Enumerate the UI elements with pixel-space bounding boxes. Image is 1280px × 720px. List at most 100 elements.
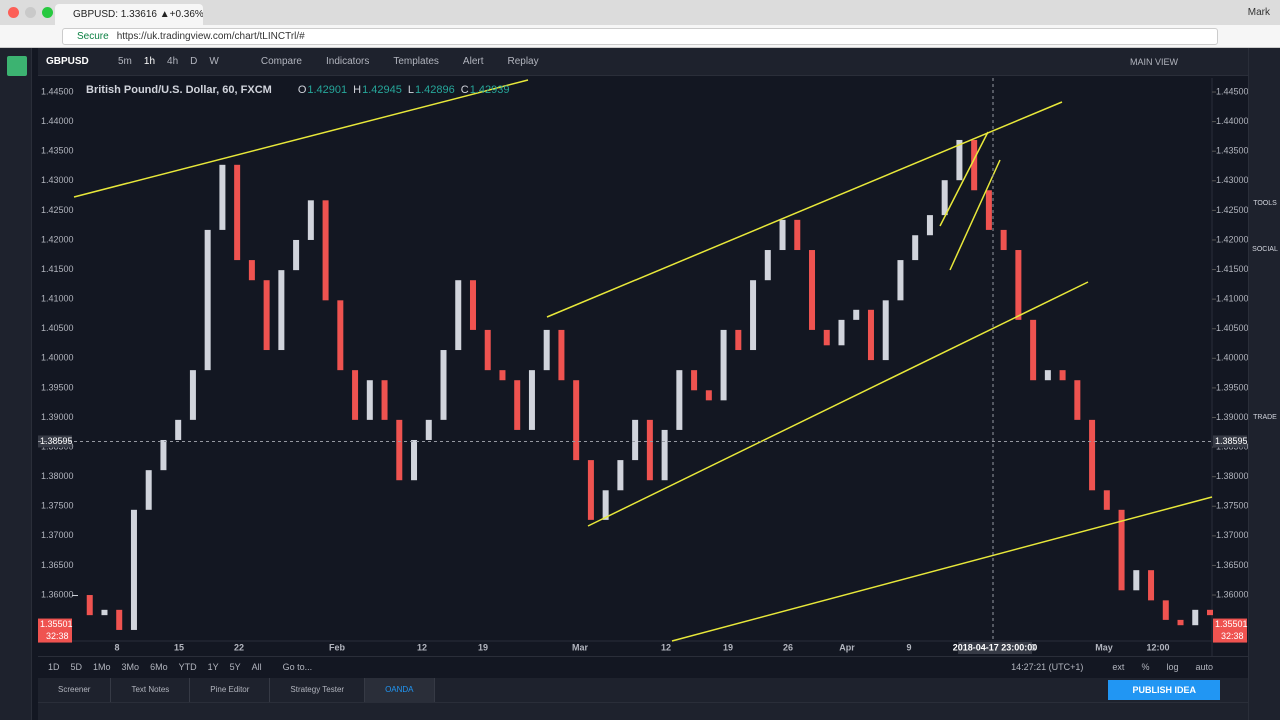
- ohlc-key: C: [460, 84, 469, 96]
- max-btn[interactable]: [42, 7, 53, 18]
- x-tick-label: May: [1095, 642, 1113, 652]
- range[interactable]: 5D: [70, 661, 83, 672]
- footer-tab[interactable]: Text Notes: [111, 678, 191, 702]
- range[interactable]: 6Mo: [150, 661, 168, 672]
- candle: [411, 439, 418, 481]
- trend-line: [546, 101, 1063, 318]
- legend: British Pound/U.S. Dollar, 60, FXCM O 1.4…: [86, 84, 509, 96]
- chart-bg: [38, 78, 1248, 656]
- crosshair-label-bg: [1213, 435, 1247, 448]
- candle: [823, 329, 830, 346]
- x-tick-label: 3: [1030, 642, 1035, 652]
- address-bar: Secure https://uk.tradingview.com/chart/…: [0, 25, 1280, 48]
- candle: [897, 260, 904, 301]
- candle: [720, 329, 727, 401]
- toolbar-button[interactable]: Alert: [462, 56, 484, 67]
- candle: [381, 380, 388, 420]
- x-tick-label: 19: [478, 642, 488, 652]
- range[interactable]: 5Y: [229, 661, 241, 672]
- scale-option[interactable]: log: [1166, 661, 1179, 672]
- symbol[interactable]: GBPUSD: [46, 56, 89, 67]
- candle: [853, 309, 860, 320]
- y-tick-label: 1.42000: [1216, 234, 1248, 244]
- footer-tab[interactable]: Strategy Tester: [270, 678, 366, 702]
- min-btn[interactable]: [25, 7, 36, 18]
- candle: [72, 595, 78, 597]
- trend-line: [73, 79, 529, 198]
- range[interactable]: 1Y: [207, 661, 219, 672]
- footer-tab[interactable]: Pine Editor: [190, 678, 271, 702]
- bottom-bar: 1D 5D 1Mo 3Mo 6Mo YTD 1Y 5Y All Go to... 14:27:21 …: [38, 656, 1248, 676]
- interval[interactable]: 1h: [143, 56, 156, 67]
- y-tick-label: 1.40000: [1216, 353, 1248, 363]
- ohlc-value: 1.42939: [469, 84, 510, 96]
- x-tick-label: Mar: [572, 642, 589, 652]
- candle: [809, 250, 816, 330]
- candle: [1089, 419, 1096, 491]
- range[interactable]: YTD: [178, 661, 197, 672]
- close-btn[interactable]: [8, 7, 19, 18]
- candle: [189, 370, 196, 420]
- window-buttons: [8, 7, 53, 18]
- publish-idea[interactable]: PUBLISH IDEA: [1108, 680, 1220, 700]
- ohlc-key: L: [407, 84, 414, 96]
- x-tick-label: 15: [174, 642, 184, 652]
- candle: [1044, 370, 1051, 381]
- candle: [1000, 229, 1007, 251]
- time-crosshair-bg: [958, 642, 1032, 654]
- panel: [38, 702, 1248, 720]
- range[interactable]: 3Mo: [121, 661, 140, 672]
- y-tick-label-left: 1.36500: [41, 560, 74, 570]
- candle: [1192, 609, 1199, 626]
- logo[interactable]: [7, 56, 27, 76]
- footer: Screener Text Notes Pine Editor Strategy Te…: [38, 678, 1248, 702]
- interval[interactable]: W: [209, 56, 219, 67]
- candle: [484, 329, 491, 371]
- candle: [145, 470, 152, 510]
- candle: [1148, 570, 1155, 601]
- candle: [646, 419, 653, 481]
- toolbar-button[interactable]: Indicators: [325, 56, 370, 67]
- layout-name[interactable]: MAIN VIEW: [1129, 56, 1178, 67]
- range[interactable]: 1Mo: [93, 661, 111, 672]
- legend-title: British Pound/U.S. Dollar, 60, FXCM: [86, 84, 272, 96]
- x-tick-label: 9: [906, 642, 911, 652]
- tab[interactable]: GBPUSD: 1.33616 ▲+0.36% ·: [55, 4, 203, 25]
- chart: 1.44500 1.44500 1.44000 1.44000 1.43500 1.435…: [38, 78, 1248, 656]
- y-tick-label-left: 1.40000: [41, 353, 74, 363]
- footer-tab[interactable]: OANDA: [365, 678, 435, 702]
- y-tick-label-left: 1.37000: [41, 530, 74, 540]
- interval[interactable]: D: [190, 56, 198, 67]
- range[interactable]: All: [251, 661, 262, 672]
- sidebar-section: SOCIAL: [1252, 246, 1278, 253]
- candle: [425, 419, 432, 440]
- candle: [750, 280, 757, 351]
- scale-option[interactable]: %: [1141, 661, 1150, 672]
- crosshair-label-bg: [38, 435, 72, 448]
- candle: [1059, 370, 1066, 381]
- user: Mark: [1247, 7, 1270, 18]
- scale-option[interactable]: ext: [1112, 661, 1125, 672]
- y-tick-label-left: 1.40500: [41, 323, 74, 333]
- interval[interactable]: 4h: [167, 56, 179, 67]
- interval[interactable]: 5m: [118, 56, 132, 67]
- toolbar-button[interactable]: Templates: [393, 56, 439, 67]
- x-tick-label: 2018-04-17 23:00:00: [953, 642, 1038, 652]
- last-price-label: 1.35501: [40, 619, 73, 629]
- candle: [985, 190, 992, 230]
- range[interactable]: 1D: [48, 661, 60, 672]
- candle: [337, 300, 344, 371]
- toolbar-button[interactable]: Replay: [507, 56, 539, 67]
- url-field[interactable]: Secure https://uk.tradingview.com/chart/…: [62, 28, 1218, 45]
- candle: [926, 215, 933, 236]
- candle: [514, 380, 521, 430]
- url: https://uk.tradingview.com/chart/tLINCTr…: [116, 31, 305, 42]
- goto[interactable]: Go to...: [282, 661, 313, 672]
- scale-option[interactable]: auto: [1195, 661, 1213, 672]
- candle: [676, 370, 683, 430]
- countdown: 32:38: [1221, 631, 1244, 641]
- footer-tab[interactable]: Screener: [38, 678, 112, 702]
- toolbar-button[interactable]: Compare: [260, 56, 302, 67]
- candle: [735, 329, 742, 351]
